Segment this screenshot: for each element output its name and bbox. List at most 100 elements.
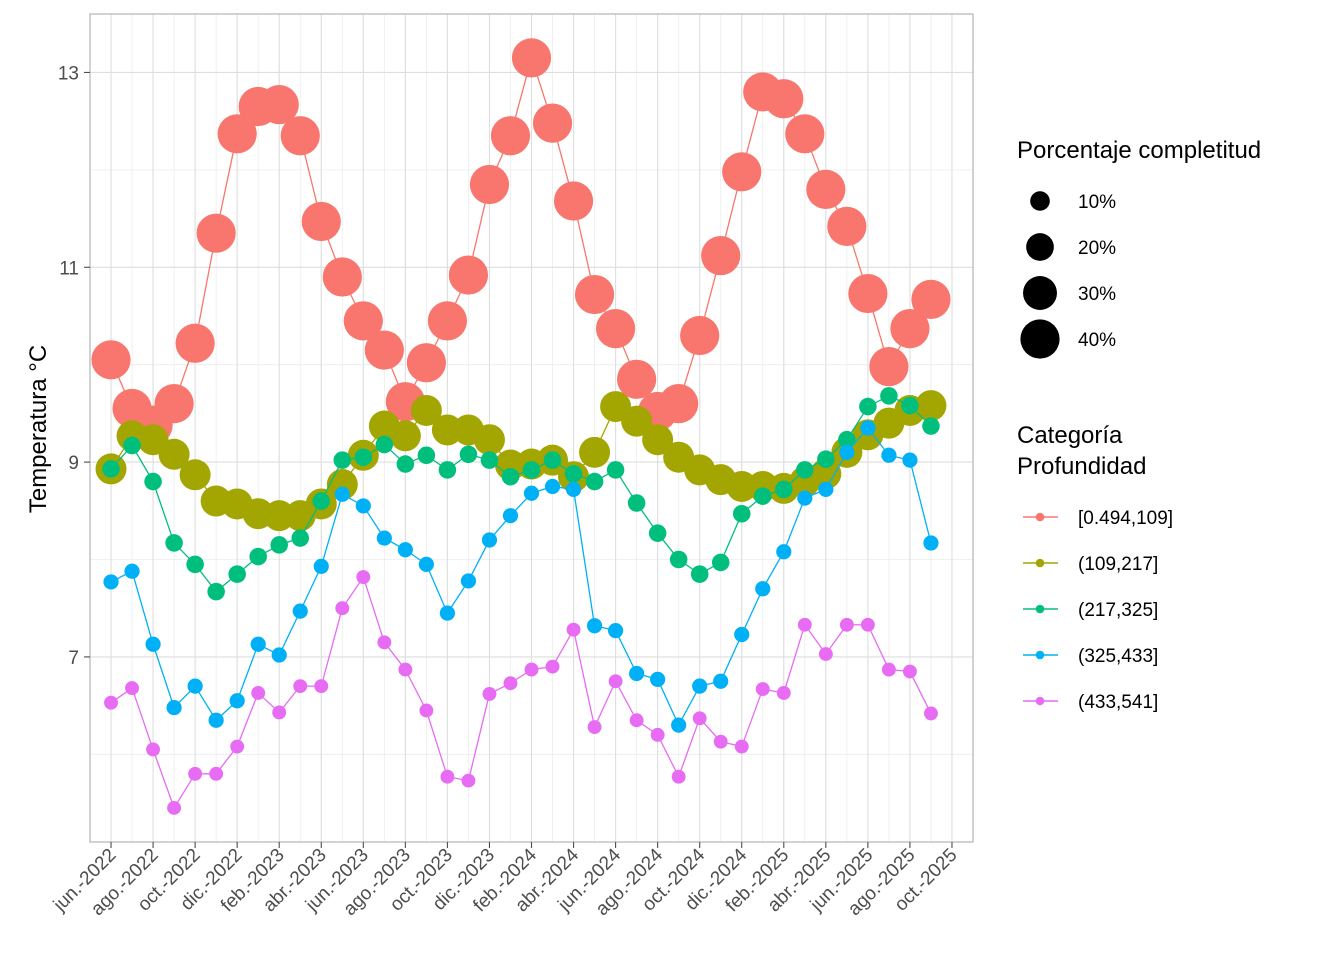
data-point	[326, 468, 358, 500]
series-layer	[91, 38, 951, 815]
data-point	[902, 664, 917, 679]
series-(217,325]	[102, 387, 940, 601]
data-point	[167, 800, 182, 815]
data-point	[396, 455, 415, 473]
data-point	[291, 529, 310, 547]
data-point	[364, 330, 404, 370]
data-point	[574, 274, 615, 315]
color-legend-title-line-1: Categoría	[1017, 422, 1123, 449]
data-point	[734, 626, 750, 643]
data-point	[144, 472, 162, 491]
data-point	[796, 461, 814, 479]
data-point	[410, 394, 442, 426]
data-point	[564, 465, 583, 483]
data-point	[881, 447, 897, 463]
data-point	[356, 570, 371, 584]
y-axis-ticks: 7 9 11 13	[58, 63, 90, 669]
data-point	[797, 617, 812, 632]
data-point	[123, 436, 141, 455]
data-point	[270, 536, 288, 554]
data-point	[585, 472, 604, 491]
size-legend-key	[1020, 319, 1060, 359]
data-point	[764, 79, 804, 119]
data-point	[125, 681, 139, 696]
color-legend-title-line-2: Profundidad	[1017, 453, 1146, 480]
data-point	[671, 769, 686, 784]
data-point	[713, 673, 729, 689]
data-point	[692, 711, 707, 726]
data-point	[608, 674, 623, 689]
data-point	[523, 485, 540, 501]
data-point	[671, 717, 687, 733]
data-point	[617, 359, 657, 399]
data-point	[775, 480, 793, 499]
data-point	[776, 544, 792, 560]
data-point	[448, 255, 489, 295]
data-point	[397, 542, 413, 558]
data-point	[103, 574, 119, 590]
data-point	[333, 451, 352, 469]
color-legend-label: (109,217]	[1078, 554, 1158, 575]
size-legend-title: Porcentaje completitud	[1017, 137, 1261, 164]
color-legend-label: [0.494,109]	[1078, 508, 1173, 529]
data-point	[911, 279, 951, 320]
data-point	[553, 181, 594, 221]
data-point	[459, 445, 478, 464]
size-legend: Porcentaje completitud 10% 20% 30% 40%	[1017, 137, 1261, 359]
color-legend-dot	[1035, 696, 1045, 706]
data-point	[481, 532, 498, 548]
y-tick-label: 11	[59, 258, 79, 279]
color-legend-dot	[1035, 558, 1045, 568]
data-point	[901, 396, 919, 415]
data-point	[104, 695, 118, 710]
y-tick-label: 13	[58, 63, 79, 84]
y-tick-label: 9	[68, 453, 79, 474]
data-point	[207, 582, 225, 601]
data-point	[322, 257, 362, 297]
data-point	[146, 742, 161, 757]
data-point	[375, 435, 394, 454]
data-point	[650, 671, 666, 687]
data-point	[629, 713, 644, 728]
data-point	[438, 461, 457, 479]
data-point	[860, 617, 875, 632]
data-point	[522, 461, 541, 479]
data-point	[175, 323, 215, 363]
color-legend: Categoría Profundidad [0.494,109] (109,21…	[1017, 422, 1173, 713]
data-point	[482, 687, 497, 701]
data-point	[377, 635, 392, 650]
data-point	[818, 647, 833, 661]
data-point	[511, 38, 552, 78]
data-point	[890, 309, 930, 349]
size-legend-key	[1030, 191, 1050, 211]
data-point	[343, 301, 383, 341]
data-point	[648, 524, 667, 542]
data-point	[915, 390, 947, 422]
color-legend-label: (433,541]	[1078, 692, 1158, 713]
data-point	[669, 550, 688, 569]
data-point	[301, 201, 341, 242]
data-point	[280, 116, 320, 156]
data-point	[848, 273, 888, 314]
data-point	[810, 458, 842, 490]
data-point	[827, 206, 867, 246]
data-point	[417, 446, 436, 465]
data-point	[650, 727, 665, 742]
data-point	[608, 623, 624, 639]
data-point	[543, 451, 562, 469]
series-line	[110, 426, 932, 727]
data-point	[544, 478, 561, 495]
data-point	[753, 487, 772, 505]
data-point	[490, 116, 531, 156]
data-point	[249, 547, 267, 566]
data-point	[376, 530, 392, 546]
data-point	[179, 459, 211, 491]
data-point	[91, 340, 131, 380]
data-point	[217, 114, 257, 154]
data-point	[461, 773, 476, 788]
data-point	[629, 665, 645, 682]
size-legend-key	[1023, 276, 1057, 310]
data-point	[502, 508, 519, 524]
